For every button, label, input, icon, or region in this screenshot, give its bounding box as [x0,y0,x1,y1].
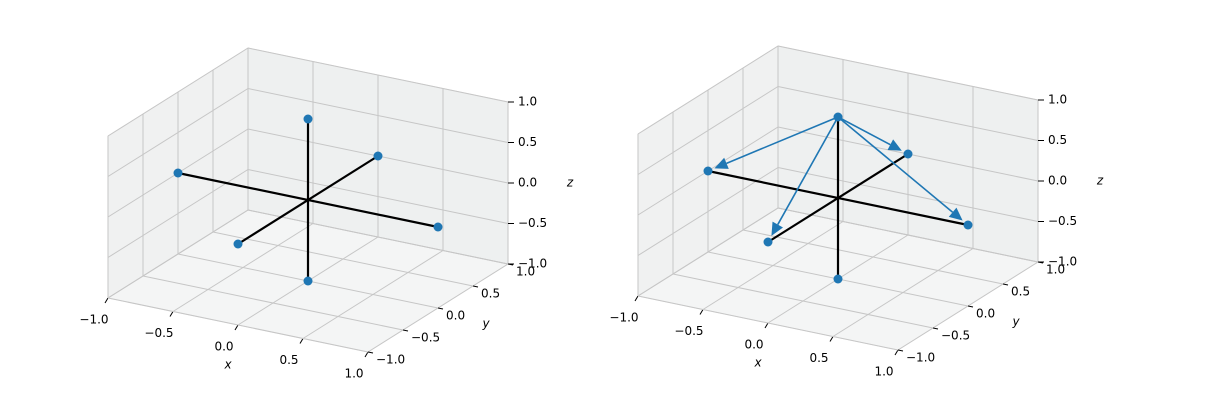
point [703,166,713,176]
y-tick [367,351,374,354]
z-tick-label: −1.0 [518,257,547,271]
x-tick-label: −1.0 [79,313,108,327]
x-tick [894,349,899,356]
z-tick-label: 0.0 [1048,174,1067,188]
grid-line [247,169,509,224]
arrow-head [887,139,902,151]
y-tick-label: −1.0 [376,353,405,367]
x-axis-label: x [753,356,762,370]
point [903,149,913,159]
arrow-head [771,221,784,236]
grid-line [777,167,1039,222]
grid-line [637,45,779,135]
x-tick-label: −1.0 [609,311,638,325]
point [173,168,183,178]
grid-line [742,229,1004,285]
x-tick [829,336,834,342]
x-tick [104,297,109,304]
z-tick-label: 0.0 [518,176,537,190]
grid-line [107,88,249,177]
grid-line [637,207,779,297]
grid-line [777,207,1039,263]
x-tick-label: 0.0 [744,338,763,352]
z-axis-label: z [566,176,574,190]
x-tick [699,309,704,315]
x-tick [764,322,769,329]
arrow-head [948,207,963,221]
y-tick [437,307,444,310]
point [373,151,383,161]
x-tick [169,311,174,317]
z-tick-label: 0.5 [518,135,537,149]
arrow-head [714,157,729,169]
z-tick-label: −0.5 [1048,214,1077,228]
point [833,112,843,122]
z-tick-label: −1.0 [1048,255,1077,269]
point [763,237,773,247]
y-tick [897,349,904,352]
y-axis-label: y [1011,315,1020,329]
grid-line [212,231,474,287]
x-axis-label: x [223,358,232,372]
grid-line [777,86,1039,141]
grid-line [637,167,779,256]
x-tick [299,338,304,344]
y-tick-label: −1.0 [906,351,935,365]
z-tick-label: 0.5 [1048,133,1067,147]
x-tick [234,324,239,331]
point [303,114,313,124]
arrow [726,116,839,165]
x-tick [634,295,639,302]
grid-line [247,47,509,103]
point [433,222,443,232]
y-tick-label: 0.0 [976,307,995,321]
grid-line [247,88,509,143]
y-tick-label: −0.5 [941,329,970,343]
y-tick-label: 0.5 [1011,285,1030,299]
z-tick-label: 1.0 [1048,93,1067,107]
z-axis-label: z [1096,174,1104,188]
grid-line [637,295,899,351]
y-tick [1002,283,1009,286]
x-tick-label: 0.5 [279,353,298,367]
grid-line [777,45,1039,101]
y-tick [932,327,939,330]
y-tick [402,329,409,332]
point [833,274,843,284]
x-tick-label: 1.0 [874,365,893,379]
subplot: −1.0−0.50.00.51.0−1.0−0.50.00.51.0−1.0−0… [609,45,1104,379]
grid-line [142,275,404,331]
arrow [837,116,954,213]
y-tick-label: −0.5 [411,331,440,345]
x-tick [364,351,369,358]
y-tick-label: 0.5 [481,287,500,301]
x-tick-label: 1.0 [344,367,363,381]
z-tick-label: −0.5 [518,216,547,230]
arrow [837,116,891,146]
point [963,220,973,230]
grid-line [107,297,369,353]
grid-line [672,273,934,329]
x-tick-label: 0.0 [214,340,233,354]
grid-line [107,47,249,137]
y-tick-label: 1.0 [516,265,535,279]
y-tick [472,285,479,288]
x-tick-label: −0.5 [674,324,703,338]
y-axis-label: y [481,317,490,331]
y-tick [967,305,974,308]
arrow [777,116,839,225]
z-tick-label: 1.0 [518,95,537,109]
x-tick-label: 0.5 [809,351,828,365]
subplot: −1.0−0.50.00.51.0−1.0−0.50.00.51.0−1.0−0… [79,47,574,381]
y-tick-label: 0.0 [446,309,465,323]
point [233,239,243,249]
grid-line [637,86,779,175]
grid-line [107,169,249,258]
point [303,276,313,286]
grid-line [247,209,509,265]
x-tick-label: −0.5 [144,326,173,340]
y-tick-label: 1.0 [1046,263,1065,277]
grid-line [107,209,249,299]
